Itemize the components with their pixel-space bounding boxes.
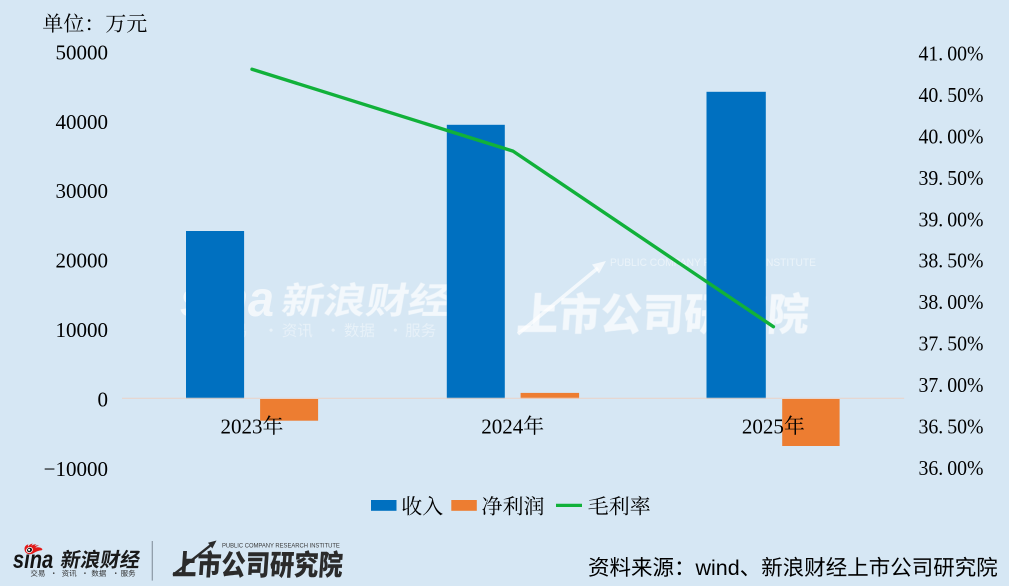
svg-text:40. 50%: 40. 50% [919, 83, 984, 107]
svg-text:38. 50%: 38. 50% [919, 249, 984, 273]
svg-text:10000: 10000 [56, 318, 109, 342]
svg-text:0: 0 [98, 387, 109, 411]
svg-text:38. 00%: 38. 00% [919, 290, 984, 314]
svg-text:2023: 2023 [221, 414, 263, 438]
svg-text:wind: wind [695, 556, 740, 580]
svg-text:30000: 30000 [56, 179, 109, 203]
svg-text:39. 00%: 39. 00% [919, 207, 984, 231]
svg-text:2024: 2024 [481, 414, 524, 438]
svg-text:PUBLIC COMPANY RESEARCH INSTIT: PUBLIC COMPANY RESEARCH INSTITUTE [222, 543, 340, 550]
svg-text:2025: 2025 [742, 414, 784, 438]
svg-text:37. 00%: 37. 00% [919, 373, 984, 397]
svg-text:50000: 50000 [56, 40, 109, 64]
svg-text:40. 00%: 40. 00% [919, 124, 984, 148]
svg-text:36. 00%: 36. 00% [919, 456, 984, 480]
svg-text:sına: sına [13, 546, 53, 574]
svg-text:36. 50%: 36. 50% [919, 414, 984, 438]
svg-text:40000: 40000 [56, 110, 109, 134]
svg-text:39. 50%: 39. 50% [919, 166, 984, 190]
svg-text:37. 50%: 37. 50% [919, 332, 984, 356]
svg-text:−10000: −10000 [44, 457, 108, 481]
svg-text:20000: 20000 [56, 249, 109, 273]
svg-text:41. 00%: 41. 00% [919, 42, 984, 66]
